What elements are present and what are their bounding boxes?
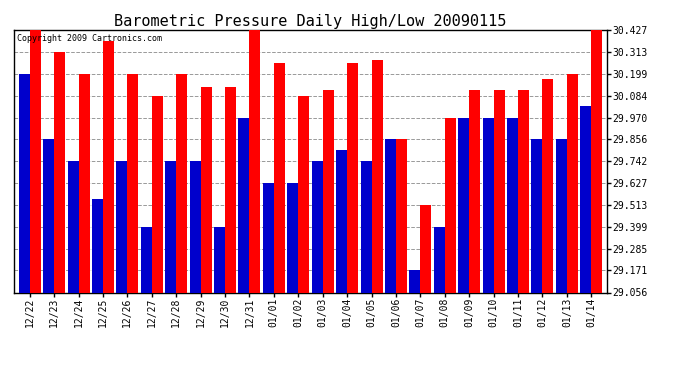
Bar — [591, 30, 602, 292]
Bar — [298, 96, 309, 292]
Bar — [507, 117, 518, 292]
Bar — [214, 227, 225, 292]
Bar — [434, 227, 445, 292]
Bar — [225, 87, 236, 292]
Text: Copyright 2009 Cartronics.com: Copyright 2009 Cartronics.com — [17, 34, 161, 43]
Bar — [274, 63, 285, 292]
Bar — [176, 74, 187, 292]
Bar — [79, 74, 90, 292]
Bar — [336, 150, 347, 292]
Bar — [469, 90, 480, 292]
Bar — [542, 79, 553, 292]
Bar — [458, 117, 469, 292]
Bar — [54, 52, 65, 292]
Bar — [30, 30, 41, 292]
Bar — [385, 140, 396, 292]
Bar — [103, 41, 114, 292]
Bar — [518, 90, 529, 292]
Bar — [567, 74, 578, 292]
Bar — [201, 87, 212, 292]
Bar — [287, 183, 298, 292]
Bar — [347, 63, 358, 292]
Bar — [371, 60, 382, 292]
Bar — [19, 74, 30, 292]
Bar — [531, 140, 542, 292]
Bar — [420, 205, 431, 292]
Bar — [128, 74, 138, 292]
Bar — [68, 161, 79, 292]
Bar — [117, 161, 128, 292]
Bar — [92, 200, 103, 292]
Bar — [556, 140, 567, 292]
Bar — [483, 117, 493, 292]
Bar — [361, 161, 371, 292]
Bar — [396, 140, 407, 292]
Bar — [580, 106, 591, 292]
Title: Barometric Pressure Daily High/Low 20090115: Barometric Pressure Daily High/Low 20090… — [115, 14, 506, 29]
Bar — [409, 270, 420, 292]
Bar — [141, 227, 152, 292]
Bar — [152, 96, 163, 292]
Bar — [43, 140, 54, 292]
Bar — [323, 90, 334, 292]
Bar — [190, 161, 201, 292]
Bar — [250, 30, 260, 292]
Bar — [493, 90, 504, 292]
Bar — [312, 161, 323, 292]
Bar — [239, 117, 250, 292]
Bar — [445, 117, 456, 292]
Bar — [263, 183, 274, 292]
Bar — [165, 161, 176, 292]
